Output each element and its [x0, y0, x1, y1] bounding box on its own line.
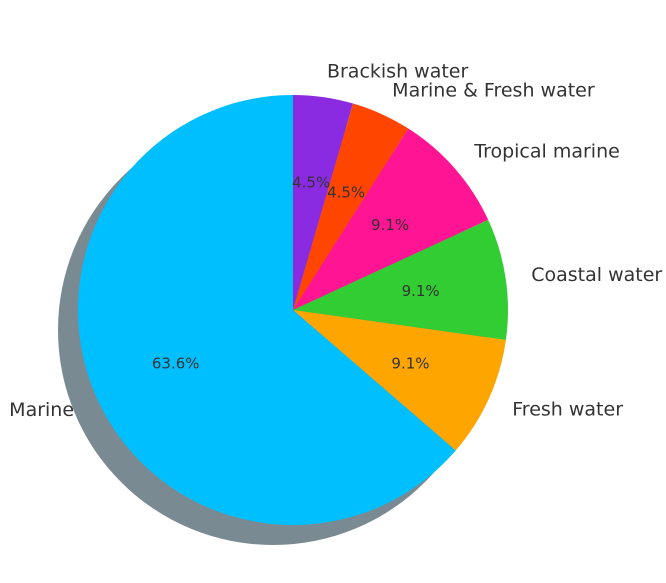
- slice-brackish-water: [293, 95, 354, 310]
- pct-label-brackish-water: 4.5%: [292, 173, 330, 191]
- slice-fresh-water: [293, 310, 506, 451]
- pct-label-marine: 63.6%: [152, 355, 200, 373]
- pct-label-coastal-water: 9.1%: [402, 282, 440, 300]
- pct-label-marine-and-fresh-water: 4.5%: [327, 183, 365, 201]
- category-label-brackish-water: Brackish water: [327, 61, 469, 83]
- slice-marine: [77, 95, 456, 525]
- slice-marine-and-fresh-water: [293, 103, 409, 311]
- pct-label-fresh-water: 9.1%: [391, 354, 429, 372]
- pie-slices: [77, 95, 509, 525]
- pct-label-tropical-marine: 9.1%: [371, 216, 409, 234]
- category-label-tropical-marine: Tropical marine: [473, 140, 620, 162]
- category-label-coastal-water: Coastal water: [531, 264, 662, 286]
- pie-percent-labels: 4.5%4.5% 9.1% 9.1% 9.1% 63.6%: [152, 173, 440, 372]
- slice-tropical-marine: [293, 128, 489, 310]
- category-label-marine: Marine: [9, 399, 74, 421]
- category-label-marine-and-fresh-water: Marine & Fresh water: [392, 80, 595, 102]
- category-label-fresh-water: Fresh water: [512, 399, 623, 421]
- slice-coastal-water: [293, 219, 509, 340]
